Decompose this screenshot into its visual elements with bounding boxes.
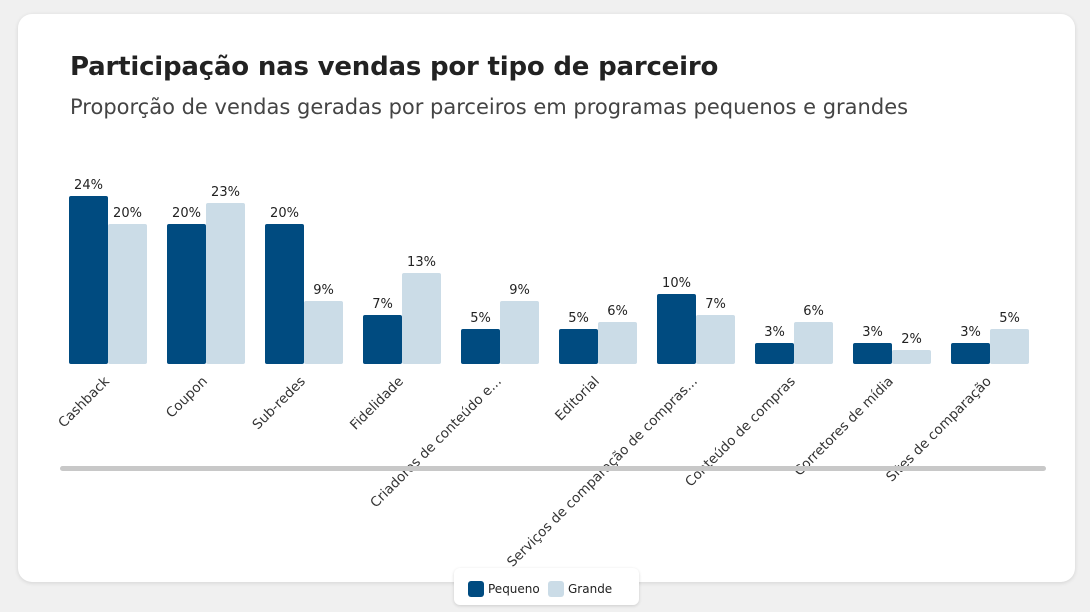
x-tick-label-coupon: Coupon bbox=[163, 374, 211, 422]
data-label-pequeno-corretores-de-midia: 3% bbox=[862, 325, 883, 340]
x-tick-label-sub-redes: Sub-redes bbox=[249, 374, 308, 433]
bar-grande-criadores-de-conteudo-e[interactable] bbox=[500, 301, 539, 364]
chart-subtitle: Proporção de vendas geradas por parceiro… bbox=[70, 95, 909, 119]
bar-grande-editorial[interactable] bbox=[598, 322, 637, 364]
bar-grande-corretores-de-midia[interactable] bbox=[892, 350, 931, 364]
legend-label-grande: Grande bbox=[568, 582, 613, 596]
data-label-grande-fidelidade: 13% bbox=[407, 255, 436, 270]
legend-item-grande[interactable]: Grande bbox=[548, 581, 612, 597]
legend-swatch-grande bbox=[548, 581, 564, 597]
bar-grande-servicos-de-comparacao-de-compras[interactable] bbox=[696, 315, 735, 364]
data-label-grande-cashback: 20% bbox=[113, 206, 142, 221]
bars-group: 24% 20% 20% 23% 20% 9% 7% 13% 5% 9% 5% 6% 10% 7% 3% 6% 3… bbox=[69, 178, 1029, 364]
bar-grande-fidelidade[interactable] bbox=[402, 273, 441, 364]
bar-pequeno-cashback[interactable] bbox=[69, 196, 108, 364]
bar-pequeno-servicos-de-comparacao-de-compras[interactable] bbox=[657, 294, 696, 364]
chart-title: Participação nas vendas por tipo de parc… bbox=[70, 52, 719, 82]
x-tick-label-corretores-de-midia: Corretores de mídia bbox=[791, 374, 897, 480]
x-tick-label-servicos-de-comparacao-de-compras: Serviços de comparação de compras... bbox=[504, 374, 701, 571]
data-label-pequeno-sites-de-comparacao: 3% bbox=[960, 325, 981, 340]
bar-grande-cashback[interactable] bbox=[108, 224, 147, 364]
data-label-grande-coupon: 23% bbox=[211, 185, 240, 200]
data-label-pequeno-coupon: 20% bbox=[172, 206, 201, 221]
bar-grande-sub-redes[interactable] bbox=[304, 301, 343, 364]
legend-label-pequeno: Pequeno bbox=[488, 582, 540, 596]
data-label-grande-criadores-de-conteudo-e: 9% bbox=[509, 283, 530, 298]
data-label-grande-sub-redes: 9% bbox=[313, 283, 334, 298]
bar-pequeno-corretores-de-midia[interactable] bbox=[853, 343, 892, 364]
x-tick-label-fidelidade: Fidelidade bbox=[347, 374, 407, 434]
data-label-pequeno-sub-redes: 20% bbox=[270, 206, 299, 221]
horizontal-scrollbar[interactable] bbox=[60, 466, 1046, 471]
bar-grande-sites-de-comparacao[interactable] bbox=[990, 329, 1029, 364]
bar-pequeno-criadores-de-conteudo-e[interactable] bbox=[461, 329, 500, 364]
data-label-pequeno-editorial: 5% bbox=[568, 311, 589, 326]
x-tick-label-cashback: Cashback bbox=[55, 373, 113, 431]
x-tick-label-editorial: Editorial bbox=[552, 374, 603, 425]
data-label-grande-editorial: 6% bbox=[607, 304, 628, 319]
bar-grande-coupon[interactable] bbox=[206, 203, 245, 364]
bar-pequeno-conteudo-de-compras[interactable] bbox=[755, 343, 794, 364]
x-axis-ticks: Cashback Coupon Sub-redes FidelidadeCriador… bbox=[55, 373, 995, 570]
legend: Pequeno Grande bbox=[454, 568, 639, 605]
data-label-pequeno-cashback: 24% bbox=[74, 178, 103, 193]
bar-pequeno-sub-redes[interactable] bbox=[265, 224, 304, 364]
data-label-grande-corretores-de-midia: 2% bbox=[901, 332, 922, 347]
bar-grande-conteudo-de-compras[interactable] bbox=[794, 322, 833, 364]
data-label-pequeno-servicos-de-comparacao-de-compras: 10% bbox=[662, 276, 691, 291]
bar-pequeno-editorial[interactable] bbox=[559, 329, 598, 364]
data-label-grande-conteudo-de-compras: 6% bbox=[803, 304, 824, 319]
bar-pequeno-coupon[interactable] bbox=[167, 224, 206, 364]
x-tick-label-conteudo-de-compras: Conteúdo de compras bbox=[682, 374, 799, 491]
data-label-grande-servicos-de-comparacao-de-compras: 7% bbox=[705, 297, 726, 312]
data-label-pequeno-criadores-de-conteudo-e: 5% bbox=[470, 311, 491, 326]
bar-pequeno-fidelidade[interactable] bbox=[363, 315, 402, 364]
legend-swatch-pequeno bbox=[468, 581, 484, 597]
bar-pequeno-sites-de-comparacao[interactable] bbox=[951, 343, 990, 364]
data-label-pequeno-conteudo-de-compras: 3% bbox=[764, 325, 785, 340]
legend-item-pequeno[interactable]: Pequeno bbox=[468, 581, 540, 597]
data-label-grande-sites-de-comparacao: 5% bbox=[999, 311, 1020, 326]
data-label-pequeno-fidelidade: 7% bbox=[372, 297, 393, 312]
